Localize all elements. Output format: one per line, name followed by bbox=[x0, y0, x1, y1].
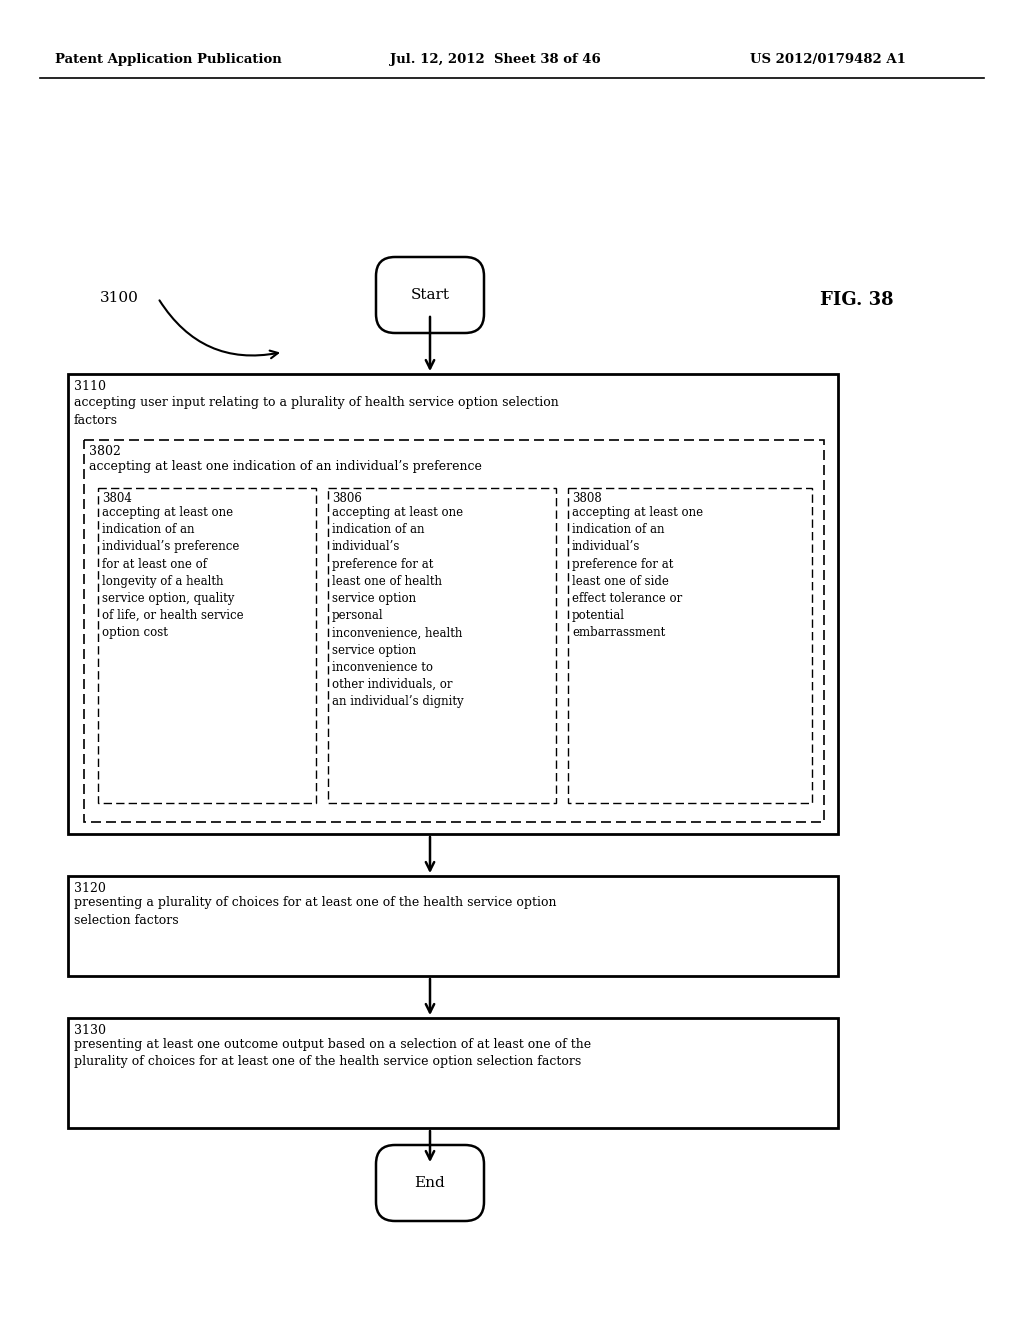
Bar bbox=[68, 1018, 838, 1129]
Text: accepting at least one
indication of an
individual’s preference
for at least one: accepting at least one indication of an … bbox=[102, 506, 244, 639]
FancyBboxPatch shape bbox=[376, 257, 484, 333]
Text: 3110: 3110 bbox=[74, 380, 106, 393]
Text: 3802: 3802 bbox=[89, 445, 121, 458]
Text: accepting at least one indication of an individual’s preference: accepting at least one indication of an … bbox=[89, 459, 482, 473]
Text: accepting at least one
indication of an
individual’s
preference for at
least one: accepting at least one indication of an … bbox=[332, 506, 464, 709]
Bar bbox=[68, 876, 838, 975]
Bar bbox=[84, 440, 824, 822]
Text: Jul. 12, 2012  Sheet 38 of 46: Jul. 12, 2012 Sheet 38 of 46 bbox=[390, 54, 601, 66]
Text: 3120: 3120 bbox=[74, 882, 105, 895]
Text: 3808: 3808 bbox=[572, 492, 602, 506]
Text: US 2012/0179482 A1: US 2012/0179482 A1 bbox=[750, 54, 906, 66]
Text: accepting user input relating to a plurality of health service option selection
: accepting user input relating to a plura… bbox=[74, 396, 559, 426]
Text: Patent Application Publication: Patent Application Publication bbox=[55, 54, 282, 66]
Bar bbox=[98, 488, 316, 803]
Bar bbox=[328, 488, 556, 803]
Text: presenting at least one outcome output based on a selection of at least one of t: presenting at least one outcome output b… bbox=[74, 1038, 591, 1068]
FancyBboxPatch shape bbox=[376, 1144, 484, 1221]
Text: End: End bbox=[415, 1176, 445, 1191]
Text: Start: Start bbox=[411, 288, 450, 302]
Text: 3100: 3100 bbox=[100, 290, 139, 305]
Text: 3806: 3806 bbox=[332, 492, 361, 506]
Bar bbox=[568, 488, 812, 803]
Text: accepting at least one
indication of an
individual’s
preference for at
least one: accepting at least one indication of an … bbox=[572, 506, 703, 639]
Text: 3130: 3130 bbox=[74, 1024, 106, 1038]
Text: 3804: 3804 bbox=[102, 492, 132, 506]
Bar bbox=[68, 374, 838, 834]
Text: presenting a plurality of choices for at least one of the health service option
: presenting a plurality of choices for at… bbox=[74, 896, 556, 927]
Text: FIG. 38: FIG. 38 bbox=[820, 290, 894, 309]
